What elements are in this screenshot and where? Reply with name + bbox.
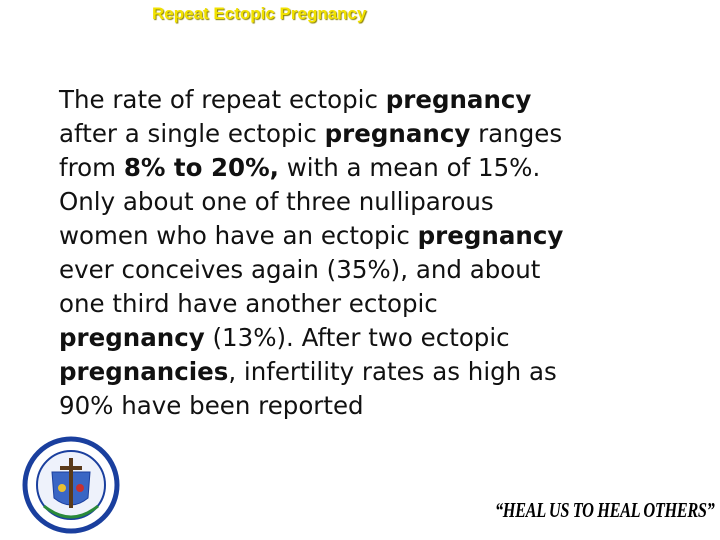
bold-text: 8% to 20%, — [123, 153, 279, 182]
text: Only about one of three nulliparous — [59, 187, 494, 216]
text: with a mean of 15%. — [278, 153, 541, 182]
text: women who have an ectopic — [59, 221, 418, 250]
text: , infertility rates as high as — [228, 357, 557, 386]
text-line: one third have another ectopic — [59, 287, 563, 321]
motto: “HEAL US TO HEAL OTHERS” — [495, 498, 715, 522]
text: after a single ectopic — [59, 119, 325, 148]
bold-text: pregnancy — [385, 85, 532, 114]
text-line: 90% have been reported — [59, 389, 563, 423]
text-line: women who have an ectopic pregnancy — [59, 219, 563, 253]
text-line: after a single ectopic pregnancy ranges — [59, 117, 563, 151]
text-line: The rate of repeat ectopic pregnancy — [59, 83, 563, 117]
text-line: from 8% to 20%, with a mean of 15%. — [59, 151, 563, 185]
text: ever conceives again (35%), and about — [59, 255, 541, 284]
text: from — [59, 153, 124, 182]
bold-text: pregnancy — [59, 323, 205, 352]
text: (13%). After two ectopic — [204, 323, 510, 352]
bold-text: pregnancies — [59, 357, 229, 386]
text-line: Only about one of three nulliparous — [59, 185, 563, 219]
slide-title: Repeat Ectopic Pregnancy — [152, 4, 367, 23]
text: 90% have been reported — [59, 391, 364, 420]
bold-text: pregnancy — [417, 221, 564, 250]
text-line: pregnancy (13%). After two ectopic — [59, 321, 563, 355]
text: one third have another ectopic — [59, 289, 438, 318]
paragraph: The rate of repeat ectopic pregnancy afte… — [59, 83, 563, 423]
text-line: pregnancies, infertility rates as high a… — [59, 355, 563, 389]
text-line: ever conceives again (35%), and about — [59, 253, 563, 287]
text: The rate of repeat ectopic — [59, 85, 386, 114]
bold-text: pregnancy — [324, 119, 471, 148]
text: ranges — [470, 119, 563, 148]
college-logo — [22, 436, 120, 534]
